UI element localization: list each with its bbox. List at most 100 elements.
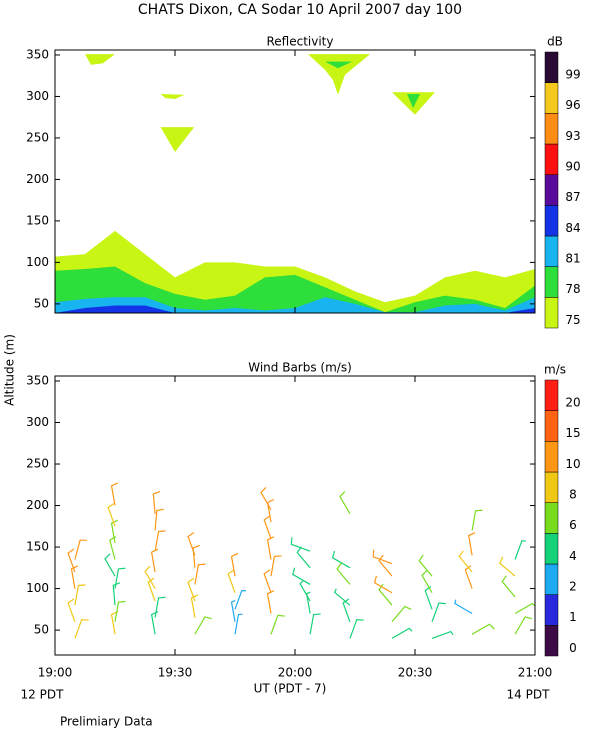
colorbar-tick-label: 75 (565, 313, 580, 327)
wind-barb (431, 602, 446, 622)
wind-barb (110, 611, 119, 635)
colorbar-tick-label: 78 (565, 282, 580, 296)
wind-barb (107, 502, 116, 527)
wind-barb (67, 598, 76, 622)
wind-barb (230, 552, 239, 577)
colorbar-swatch (544, 297, 559, 329)
wind-barb (266, 590, 275, 614)
wind-barb (296, 546, 311, 569)
wind-barb (305, 591, 311, 614)
wind-barb (266, 536, 275, 560)
contour-patch (160, 93, 185, 99)
wind-barb (154, 508, 164, 531)
contour-patch (325, 61, 353, 69)
y-tick-label: 150 (26, 540, 49, 554)
colorbar-tick-label: 81 (565, 252, 580, 266)
wind-barb (152, 490, 161, 514)
colorbar-swatch (544, 205, 559, 237)
wind-barb (292, 567, 311, 585)
wind-barb (339, 491, 351, 515)
contour-patch (160, 127, 195, 153)
wind-barb (194, 563, 206, 585)
x-axis-label: UT (PDT - 7) (254, 682, 327, 696)
panel-title: Wind Barbs (m/s) (248, 361, 352, 375)
colorbar-swatch (544, 471, 559, 503)
wind-barb (299, 580, 311, 602)
wind-barb (190, 594, 199, 618)
y-tick-label: 200 (26, 498, 49, 512)
wind-barb (74, 584, 86, 606)
colorbar-swatch (544, 51, 559, 83)
colorbar-tick-label: 90 (565, 160, 580, 174)
y-tick-label: 300 (26, 89, 49, 103)
wind-barb (309, 613, 321, 635)
plot-area (67, 482, 535, 639)
wind-barb (378, 554, 393, 577)
wind-barb (112, 582, 121, 606)
wind-barb (194, 616, 212, 635)
wind-barb (266, 498, 275, 523)
wind-barb (464, 565, 473, 589)
wind-barb (192, 544, 200, 568)
page-title: CHATS Dixon, CA Sodar 10 April 2007 day … (138, 2, 462, 18)
colorbar-tick-label: 84 (565, 221, 580, 235)
wind-barb (333, 588, 351, 606)
x-tick-label: 20:00 (278, 666, 313, 680)
wind-barb (154, 596, 166, 618)
wind-barb (154, 530, 166, 552)
wind-barb (263, 515, 272, 539)
colorbar-swatch (544, 174, 559, 206)
wind-barb (372, 549, 393, 565)
wind-barb (391, 605, 412, 623)
y-tick-label: 100 (26, 255, 49, 269)
plot-frame (54, 375, 536, 656)
panel-title: Reflectivity (266, 35, 333, 49)
colorbar-swatch (544, 113, 559, 145)
colorbar-swatch (544, 143, 559, 175)
wind-barb (150, 548, 159, 573)
contour-band (55, 305, 535, 313)
colorbar-label: dB (547, 35, 563, 49)
y-tick-label: 350 (26, 47, 49, 61)
wind-barb (110, 519, 119, 544)
wind-barb (144, 565, 156, 589)
wind-barb (418, 554, 433, 577)
colorbar-swatch (544, 533, 559, 565)
colorbar-label: m/s (544, 363, 566, 377)
wind-barb (373, 575, 393, 594)
wind-barb (514, 602, 535, 615)
colorbar-swatch (544, 502, 559, 534)
wind-barb (467, 532, 476, 556)
wind-barb (227, 569, 236, 593)
x-tick-label: 19:00 (38, 666, 73, 680)
wind-barb (187, 532, 196, 556)
colorbar-swatch (544, 441, 559, 473)
wind-barb (147, 577, 156, 602)
colorbar-tick-label: 8 (569, 488, 577, 502)
colorbar-swatch (544, 235, 559, 267)
wind-barb (471, 623, 495, 635)
wind-barb (471, 509, 483, 531)
y-tick-label: 200 (26, 172, 49, 186)
colorbar-swatch (544, 82, 559, 114)
x-sublabel: 14 PDT (507, 688, 551, 702)
wind-barb (270, 614, 285, 635)
colorbar-tick-label: 96 (565, 98, 580, 112)
colorbar-tick-label: 20 (565, 396, 580, 410)
colorbar-swatch (544, 563, 559, 595)
y-axis-label: Altitude (m) (3, 334, 17, 406)
wind-barb (234, 589, 246, 610)
colorbar-tick-label: 4 (569, 549, 577, 563)
wind-barb (514, 540, 526, 560)
wind-barb (110, 482, 119, 506)
wind-barb (74, 618, 89, 639)
wind-barb (290, 537, 311, 552)
wind-barb (391, 627, 413, 639)
colorbar-swatch (544, 625, 559, 657)
y-tick-label: 250 (26, 130, 49, 144)
colorbar-tick-label: 1 (569, 610, 577, 624)
contour-patch (407, 93, 421, 109)
x-tick-label: 21:00 (518, 666, 553, 680)
colorbar-tick-label: 99 (565, 68, 580, 82)
wind-barb (501, 575, 516, 598)
